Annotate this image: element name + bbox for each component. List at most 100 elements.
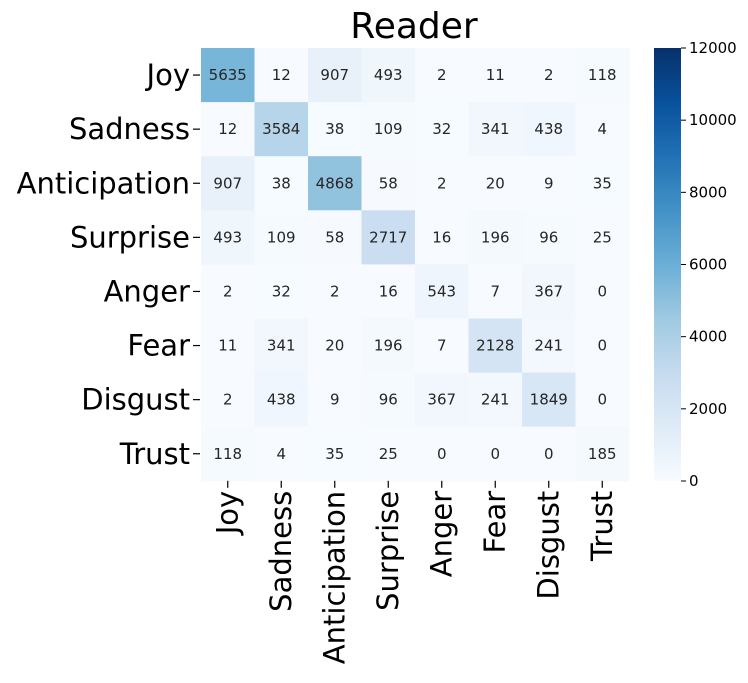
heatmap-cell <box>201 264 256 320</box>
cell-value-label: 25 <box>593 228 612 246</box>
heatmap-cell <box>468 426 523 482</box>
heatmap-cell <box>201 102 256 157</box>
heatmap-cell <box>468 48 523 103</box>
cell-value-label: 2 <box>330 282 340 300</box>
column-label: Anger <box>425 491 459 577</box>
cell-value-label: 0 <box>597 282 607 300</box>
cell-value-label: 2717 <box>369 228 407 246</box>
heatmap-cell <box>575 426 630 482</box>
cell-value-label: 196 <box>481 228 510 246</box>
colorbar-tick-label: 4000 <box>689 328 727 346</box>
cell-value-label: 32 <box>272 282 291 300</box>
heatmap-cell <box>361 426 416 482</box>
heatmap-cell <box>415 210 470 265</box>
cell-value-label: 7 <box>490 282 500 300</box>
cell-value-label: 4 <box>597 120 607 138</box>
heatmap-cell <box>415 156 470 211</box>
cell-value-label: 0 <box>490 445 500 463</box>
cell-value-label: 0 <box>597 391 607 409</box>
heatmap-cell <box>254 318 309 374</box>
cell-value-label: 5635 <box>209 66 247 84</box>
cell-value-label: 3584 <box>262 120 300 138</box>
colorbar-tick-label: 6000 <box>689 256 727 274</box>
colorbar <box>654 48 681 481</box>
heatmap-cell <box>308 48 363 103</box>
column-label: Disgust <box>532 491 566 600</box>
heatmap-cell <box>308 102 363 157</box>
heatmap-cell <box>201 318 256 374</box>
cell-value-label: 7 <box>437 337 447 355</box>
heatmap-cell <box>254 156 309 211</box>
cell-value-label: 241 <box>534 337 563 355</box>
heatmap-cell <box>361 48 416 103</box>
colorbar-tick-label: 8000 <box>689 183 727 201</box>
heatmap-cell <box>361 372 416 428</box>
cell-value-label: 0 <box>437 445 447 463</box>
cell-value-label: 2 <box>223 282 233 300</box>
row-label: Surprise <box>70 220 190 254</box>
heatmap-cell <box>308 264 363 320</box>
cell-value-label: 58 <box>325 228 344 246</box>
heatmap-cell <box>361 318 416 374</box>
cell-value-label: 241 <box>481 391 510 409</box>
cell-value-label: 493 <box>374 66 403 84</box>
heatmap-cell <box>308 210 363 265</box>
cell-value-label: 35 <box>593 174 612 192</box>
column-label: Surprise <box>371 491 405 611</box>
cell-value-label: 96 <box>379 391 398 409</box>
heatmap-cell <box>522 264 577 320</box>
heatmap-cell <box>468 210 523 265</box>
heatmap-cell <box>254 426 309 482</box>
colorbar-ticks: 0 2000 4000 6000 8000 10000 12000 <box>681 39 737 490</box>
heatmap-cell <box>522 102 577 157</box>
cell-value-label: 118 <box>588 66 617 84</box>
column-label: Sadness <box>264 491 298 612</box>
cell-value-label: 9 <box>544 174 554 192</box>
heatmap-cell <box>415 102 470 157</box>
cell-value-label: 0 <box>544 445 554 463</box>
heatmap-cell <box>415 426 470 482</box>
cell-value-label: 96 <box>539 228 558 246</box>
heatmap-cell <box>415 318 470 374</box>
cell-value-label: 1849 <box>530 391 568 409</box>
cell-value-label: 32 <box>432 120 451 138</box>
heatmap-cell <box>468 318 523 374</box>
heatmap-cell <box>468 372 523 428</box>
heatmap-cell <box>254 264 309 320</box>
cell-value-label: 367 <box>427 391 456 409</box>
cell-value-label: 907 <box>320 66 349 84</box>
cell-value-label: 38 <box>325 120 344 138</box>
cell-value-label: 367 <box>534 282 563 300</box>
heatmap-cell <box>254 48 309 103</box>
heatmap-cell <box>522 426 577 482</box>
heatmap-cell <box>522 372 577 428</box>
heatmap-cell <box>201 210 256 265</box>
row-label: Anticipation <box>17 166 190 200</box>
column-label: Anticipation <box>318 491 352 664</box>
heatmap-cell <box>201 48 256 103</box>
heatmap-cell <box>522 210 577 265</box>
cell-value-label: 438 <box>534 120 563 138</box>
cell-value-label: 438 <box>267 391 296 409</box>
cell-value-label: 2 <box>544 66 554 84</box>
row-label: Sadness <box>69 112 190 146</box>
cell-value-label: 493 <box>213 228 242 246</box>
heatmap-cell <box>254 210 309 265</box>
cell-value-label: 341 <box>481 120 510 138</box>
cell-value-label: 11 <box>218 337 237 355</box>
heatmap-cell <box>254 372 309 428</box>
row-label: Anger <box>104 274 190 308</box>
cell-value-label: 9 <box>330 391 340 409</box>
cell-value-label: 109 <box>267 228 296 246</box>
cell-value-label: 12 <box>272 66 291 84</box>
cell-value-label: 35 <box>325 445 344 463</box>
heatmap-cell <box>468 264 523 320</box>
heatmap-cell <box>361 102 416 157</box>
heatmap-cell <box>308 318 363 374</box>
cell-value-label: 118 <box>213 445 242 463</box>
cell-value-label: 4 <box>276 445 286 463</box>
cell-value-label: 196 <box>374 337 403 355</box>
cell-value-label: 4868 <box>316 174 354 192</box>
heatmap-cell <box>361 210 416 265</box>
